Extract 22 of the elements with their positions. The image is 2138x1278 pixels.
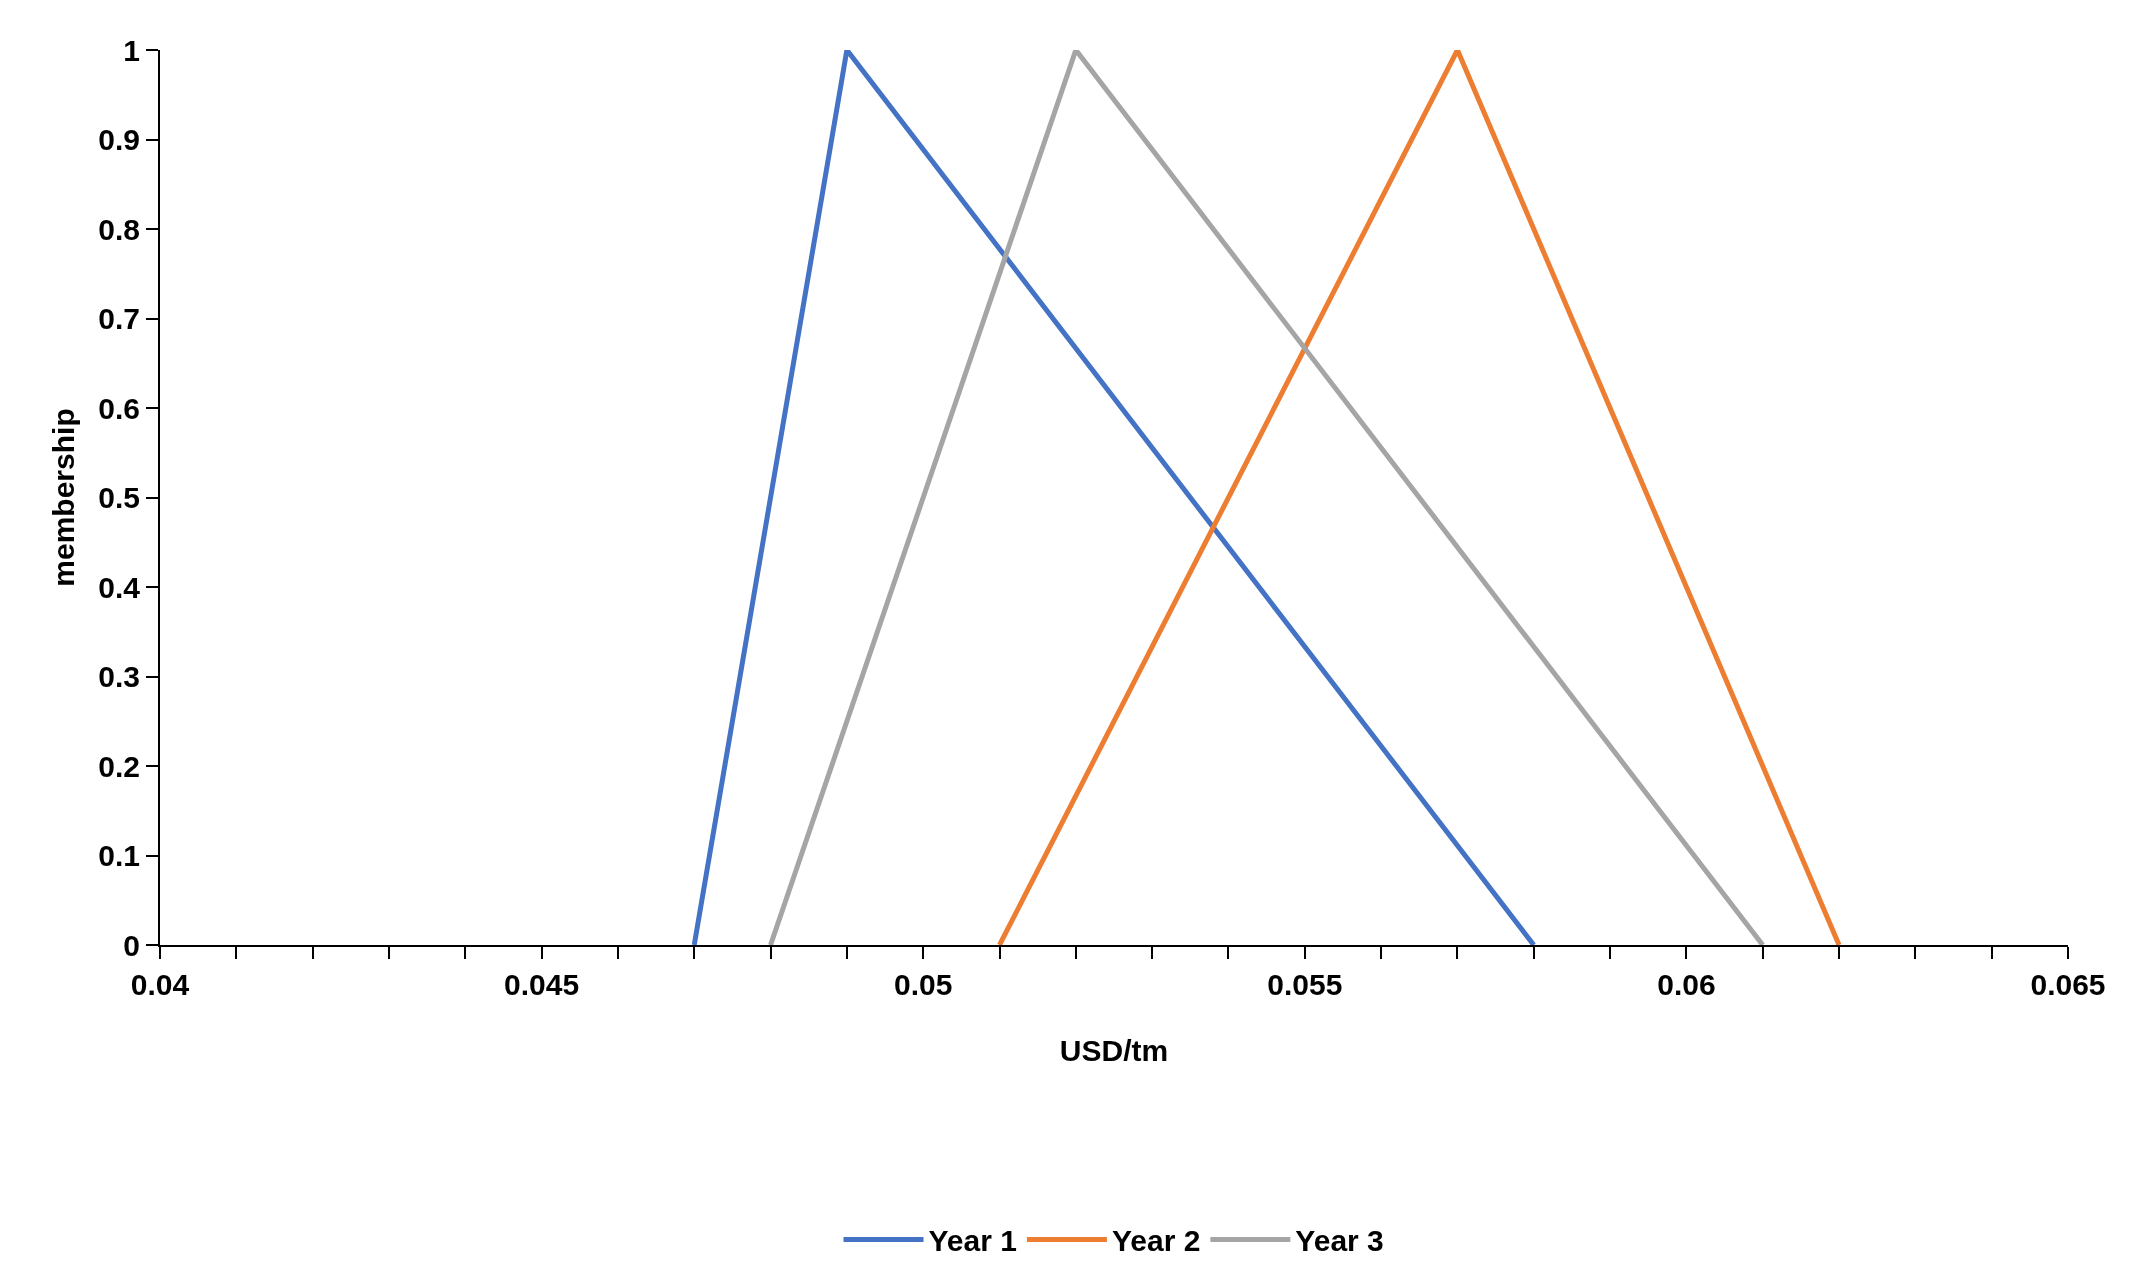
y-axis-title: membership [46,408,80,587]
legend-label: Year 2 [1111,1224,1201,1258]
legend-label: Year 1 [928,1224,1017,1258]
x-tick-label: 0.065 [2030,968,2106,1001]
legend-label: Year 3 [1295,1224,1384,1258]
x-tick-label: 0.045 [504,968,580,1001]
y-tick-label: 0.3 [98,660,140,693]
y-tick-label: 0.4 [98,570,141,604]
y-tick-label: 0.5 [98,481,140,514]
y-tick-label: 0.6 [98,391,140,425]
x-axis-title: USD/tm [1059,1034,1169,1067]
y-tick-label: 0 [123,928,140,962]
x-tick-label: 0.04 [130,968,190,1001]
y-tick-label: 0.2 [98,749,140,783]
y-tick-label: 0.8 [98,212,140,246]
y-tick-label: 0.9 [98,123,140,156]
x-tick-label: 0.05 [894,968,953,1001]
x-tick-label: 0.055 [1267,968,1343,1001]
y-tick-label: 0.7 [98,302,140,335]
y-tick-label: 1 [123,33,140,67]
x-tick-label: 0.06 [1657,968,1716,1001]
y-tick-label: 0.1 [98,839,140,872]
